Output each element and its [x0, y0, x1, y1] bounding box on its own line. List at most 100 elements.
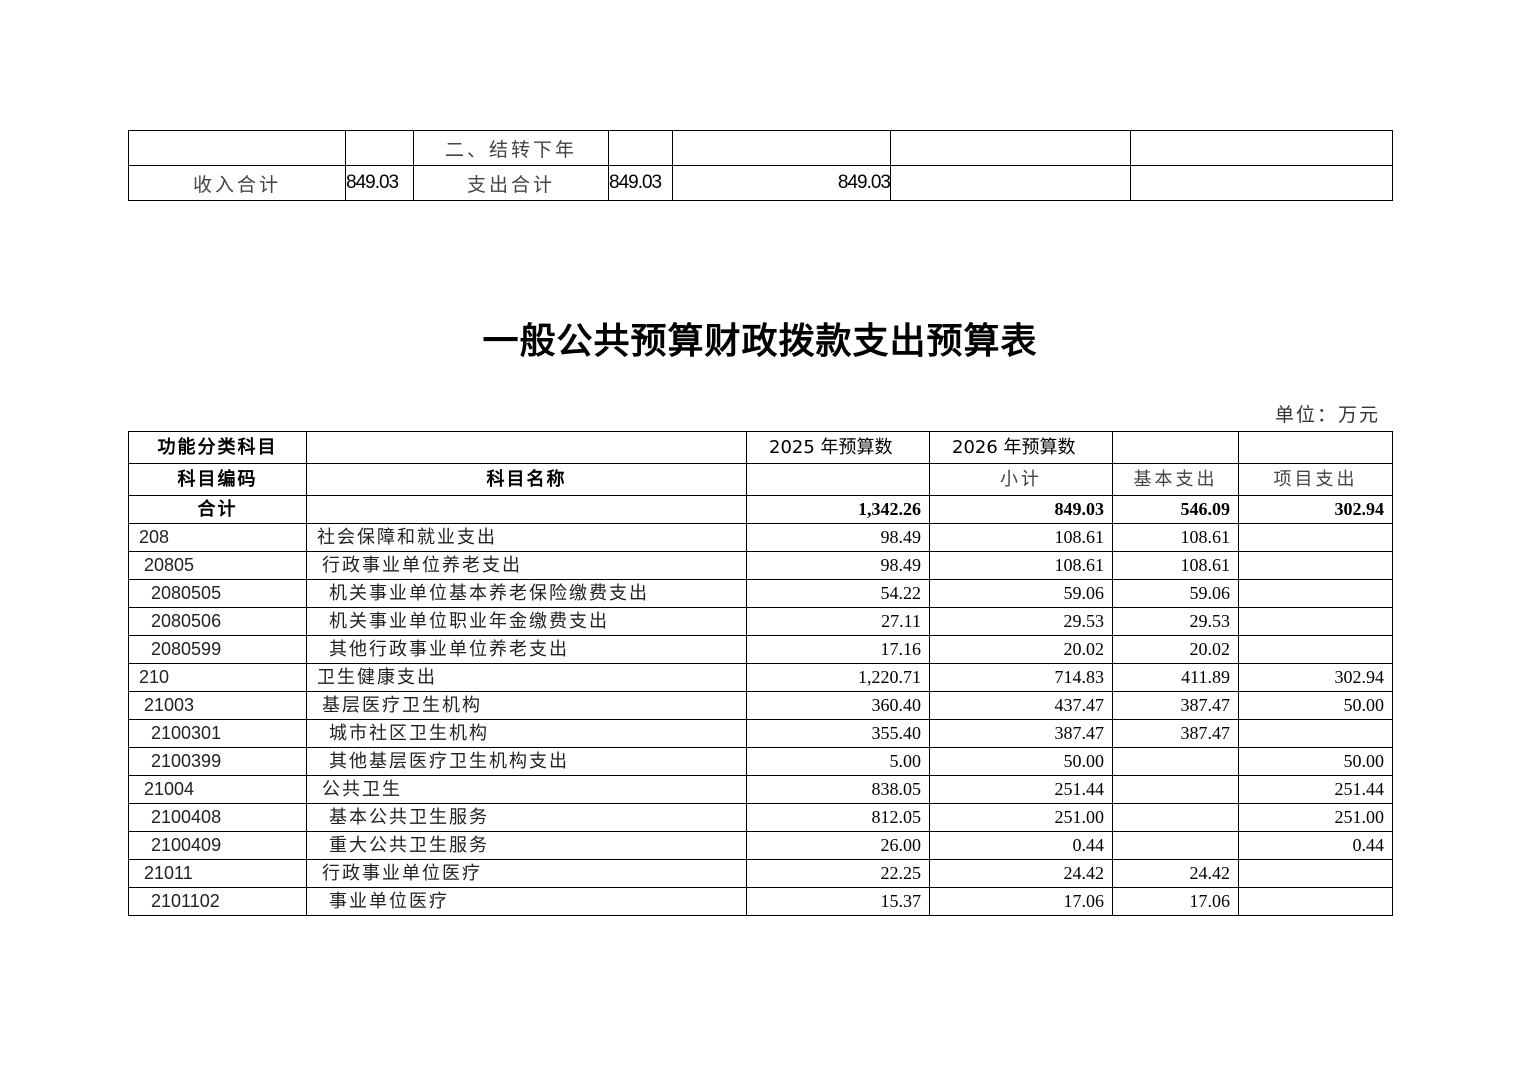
expense-total-label: 支出合计 [413, 165, 609, 201]
unit-label: 单位：万元 [1274, 404, 1380, 426]
carryover-row: 二、结转下年 [128, 130, 1393, 166]
subject-code: 20805 [128, 551, 307, 580]
subject-code: 2080505 [128, 579, 307, 608]
total-project: 302.94 [1238, 495, 1393, 524]
header-subtotal: 小计 [929, 463, 1113, 496]
subject-name: 事业单位医疗 [306, 887, 747, 916]
subject-code: 21011 [128, 859, 307, 888]
header-row-1: 功能分类科目 2025 年预算数 2026 年预算数 [128, 431, 1393, 464]
budget-2026-basic: 108.61 [1112, 523, 1239, 552]
budget-2026-subtotal: 20.02 [929, 635, 1113, 664]
header-category: 功能分类科目 [128, 431, 307, 464]
budget-2025: 838.05 [746, 775, 930, 804]
budget-2026-subtotal: 0.44 [929, 831, 1113, 860]
budget-2026-subtotal: 17.06 [929, 887, 1113, 916]
subject-code: 21004 [128, 775, 307, 804]
budget-2026-project [1238, 551, 1393, 580]
header-basic: 基本支出 [1112, 463, 1239, 496]
budget-2025: 17.16 [746, 635, 930, 664]
budget-2026-project: 302.94 [1238, 663, 1393, 692]
subject-code: 210 [128, 663, 307, 692]
budget-2026-project: 251.44 [1238, 775, 1393, 804]
budget-2025: 355.40 [746, 719, 930, 748]
budget-2026-subtotal: 251.44 [929, 775, 1113, 804]
subject-code: 2100408 [128, 803, 307, 832]
budget-2026-subtotal: 29.53 [929, 607, 1113, 636]
table-row: 2101102 事业单位医疗 15.37 17.06 17.06 [128, 887, 1393, 916]
subject-name: 社会保障和就业支出 [306, 523, 747, 552]
total-subtotal: 849.03 [929, 495, 1113, 524]
budget-2025: 360.40 [746, 691, 930, 720]
page-title: 一般公共预算财政拨款支出预算表 [482, 320, 1038, 362]
budget-2026-subtotal: 59.06 [929, 579, 1113, 608]
table-row: 210 卫生健康支出 1,220.71 714.83 411.89 302.94 [128, 663, 1393, 692]
total-2025: 1,342.26 [746, 495, 930, 524]
table-row: 2080506 机关事业单位职业年金缴费支出 27.11 29.53 29.53 [128, 607, 1393, 636]
budget-2026-basic [1112, 775, 1239, 804]
budget-2025: 15.37 [746, 887, 930, 916]
subject-name: 卫生健康支出 [306, 663, 747, 692]
table-row: 2080599 其他行政事业单位养老支出 17.16 20.02 20.02 [128, 635, 1393, 664]
budget-2026-basic [1112, 803, 1239, 832]
budget-2026-project: 50.00 [1238, 691, 1393, 720]
subject-name: 行政事业单位养老支出 [306, 551, 747, 580]
budget-2026-basic [1112, 831, 1239, 860]
budget-2025: 22.25 [746, 859, 930, 888]
subject-code: 208 [128, 523, 307, 552]
table-row: 2100408 基本公共卫生服务 812.05 251.00 251.00 [128, 803, 1393, 832]
budget-2025: 5.00 [746, 747, 930, 776]
budget-2026-project: 251.00 [1238, 803, 1393, 832]
total-row: 合计 1,342.26 849.03 546.09 302.94 [128, 495, 1393, 524]
header-code: 科目编码 [128, 463, 307, 496]
budget-2026-project: 0.44 [1238, 831, 1393, 860]
income-expense-summary-table: 二、结转下年 收入合计 849.03 支出合计 849.03 849.03 [128, 130, 1393, 201]
subject-name: 基层医疗卫生机构 [306, 691, 747, 720]
income-total-label: 收入合计 [128, 165, 346, 201]
table-row: 208 社会保障和就业支出 98.49 108.61 108.61 [128, 523, 1393, 552]
budget-2025: 812.05 [746, 803, 930, 832]
budget-2026-project [1238, 607, 1393, 636]
budget-2026-project [1238, 887, 1393, 916]
budget-2026-basic: 24.42 [1112, 859, 1239, 888]
table-row: 20805 行政事业单位养老支出 98.49 108.61 108.61 [128, 551, 1393, 580]
subject-code: 2101102 [128, 887, 307, 916]
table-row: 2100409 重大公共卫生服务 26.00 0.44 0.44 [128, 831, 1393, 860]
budget-2025: 27.11 [746, 607, 930, 636]
subject-name: 其他行政事业单位养老支出 [306, 635, 747, 664]
income-total-value: 849.03 [345, 165, 414, 201]
header-row-2: 科目编码 科目名称 小计 基本支出 项目支出 [128, 463, 1393, 496]
subject-code: 2100399 [128, 747, 307, 776]
budget-2025: 54.22 [746, 579, 930, 608]
table-row: 2100399 其他基层医疗卫生机构支出 5.00 50.00 50.00 [128, 747, 1393, 776]
table-row: 21003 基层医疗卫生机构 360.40 437.47 387.47 50.00 [128, 691, 1393, 720]
budget-2025: 1,220.71 [746, 663, 930, 692]
subject-name: 机关事业单位职业年金缴费支出 [306, 607, 747, 636]
table-row: 2100301 城市社区卫生机构 355.40 387.47 387.47 [128, 719, 1393, 748]
budget-2026-subtotal: 108.61 [929, 551, 1113, 580]
budget-2026-basic: 59.06 [1112, 579, 1239, 608]
budget-2026-project: 50.00 [1238, 747, 1393, 776]
budget-2026-basic: 29.53 [1112, 607, 1239, 636]
budget-2026-subtotal: 437.47 [929, 691, 1113, 720]
budget-2026-subtotal: 387.47 [929, 719, 1113, 748]
budget-2026-subtotal: 24.42 [929, 859, 1113, 888]
budget-2026-basic [1112, 747, 1239, 776]
budget-2026-project [1238, 635, 1393, 664]
header-2025: 2025 年预算数 [746, 431, 930, 464]
subject-code: 2080599 [128, 635, 307, 664]
total-basic: 546.09 [1112, 495, 1239, 524]
budget-2026-project [1238, 523, 1393, 552]
table-row: 21011 行政事业单位医疗 22.25 24.42 24.42 [128, 859, 1393, 888]
budget-2025: 98.49 [746, 551, 930, 580]
header-project: 项目支出 [1238, 463, 1393, 496]
subject-code: 21003 [128, 691, 307, 720]
subject-name: 重大公共卫生服务 [306, 831, 747, 860]
totals-row: 收入合计 849.03 支出合计 849.03 849.03 [128, 165, 1393, 201]
subject-name: 行政事业单位医疗 [306, 859, 747, 888]
budget-2026-basic: 411.89 [1112, 663, 1239, 692]
expense-total-value: 849.03 [608, 165, 673, 201]
budget-2026-basic: 387.47 [1112, 691, 1239, 720]
subject-name: 城市社区卫生机构 [306, 719, 747, 748]
subject-code: 2100301 [128, 719, 307, 748]
budget-2026-project [1238, 719, 1393, 748]
